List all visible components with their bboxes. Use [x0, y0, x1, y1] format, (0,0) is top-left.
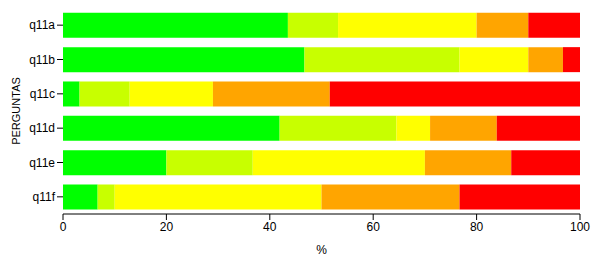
svg-text:40: 40 — [263, 220, 277, 234]
svg-text:q11e: q11e — [29, 156, 55, 170]
svg-text:q11a: q11a — [29, 18, 55, 32]
svg-text:100: 100 — [570, 220, 590, 234]
svg-text:q11d: q11d — [29, 121, 55, 135]
svg-text:%: % — [316, 243, 327, 257]
svg-text:q11b: q11b — [29, 53, 55, 67]
svg-text:q11f: q11f — [33, 190, 56, 204]
svg-text:60: 60 — [367, 220, 381, 234]
svg-text:20: 20 — [160, 220, 174, 234]
svg-text:PERGUNTAS: PERGUNTAS — [10, 77, 22, 145]
svg-text:0: 0 — [60, 220, 67, 234]
svg-text:q11c: q11c — [30, 87, 55, 101]
svg-text:80: 80 — [470, 220, 484, 234]
